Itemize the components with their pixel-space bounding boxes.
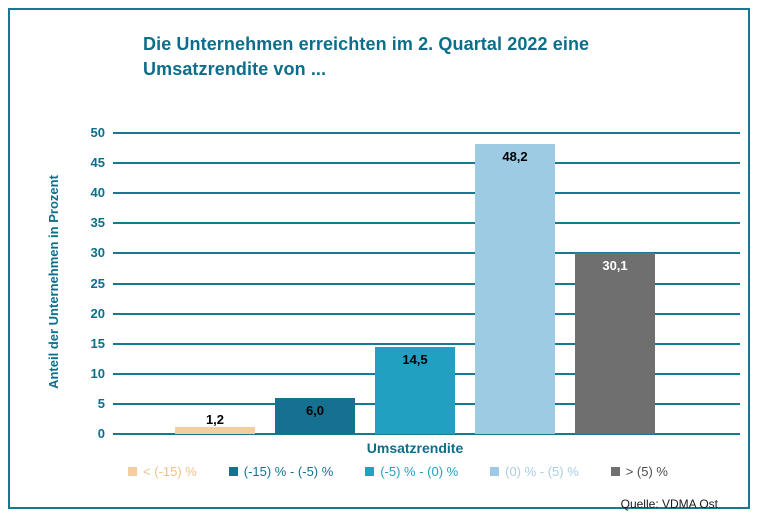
chart-title-line2: Umsatzrendite von ... [143, 59, 327, 79]
legend: < (-15) % (-15) % - (-5) % (-5) % - (0) % (… [128, 464, 668, 479]
legend-swatch-icon [228, 467, 238, 476]
legend-item-label: (0) % - (5) % [505, 464, 579, 479]
legend-swatch-icon [128, 467, 137, 476]
gridline-y30 [113, 252, 740, 255]
legend-item-label: (-15) % - (-5) % [243, 464, 334, 479]
y-tick-label-5: 5 [97, 395, 105, 411]
legend-swatch-icon [490, 467, 500, 476]
source-note: Quelle: VDMA Ost [620, 497, 718, 511]
bar-< (-15) % [175, 426, 255, 434]
gridline-y50 [113, 132, 740, 134]
gridline-y0 [113, 433, 740, 435]
gridline-y35 [113, 222, 740, 225]
y-tick-label-20: 20 [90, 305, 105, 321]
gridline-y45 [113, 162, 740, 165]
bar-value-label: 1,2 [205, 411, 225, 427]
legend-item-label: > (5) % [625, 464, 668, 479]
bar-value-label: 30,1 [602, 257, 628, 273]
y-axis-title: Anteil der Unternehmen in Prozent [46, 175, 61, 389]
gridline-y40 [113, 192, 740, 195]
legend-item-4: > (5) % [610, 464, 668, 479]
bar-value-label: 48,2 [502, 148, 528, 164]
legend-swatch-icon [610, 467, 620, 476]
y-tick-label-10: 10 [90, 365, 105, 381]
y-tick-label-0: 0 [97, 426, 105, 441]
chart-title: Die Unternehmen erreichten im 2. Quartal… [143, 32, 703, 82]
y-tick-label-25: 25 [90, 275, 105, 291]
legend-swatch-icon [365, 467, 375, 476]
legend-item-3: (0) % - (5) % [490, 464, 579, 479]
gridline-y20 [113, 312, 740, 315]
plot-area: 0 5 10 15 20 25 30 35 40 45 50 1,2 6,0 14,5 48,2 30,1 [91, 125, 740, 441]
chart-title-line1: Die Unternehmen erreichten im 2. Quartal… [143, 34, 590, 54]
y-tick-label-45: 45 [90, 155, 105, 171]
bar-(-15) % - (-5) % [275, 397, 355, 434]
y-tick-label-30: 30 [90, 245, 105, 261]
bar-(-5) % - (0) % [375, 346, 455, 434]
gridline-y15 [113, 342, 740, 345]
y-tick-label-40: 40 [90, 185, 105, 201]
x-axis-title: Umsatzrendite [366, 440, 464, 456]
bar-value-label: 6,0 [305, 402, 325, 418]
gridline-y25 [113, 282, 740, 285]
legend-item-label: (-5) % - (0) % [380, 464, 459, 479]
y-tick-label-50: 50 [90, 125, 105, 140]
legend-item-2: (-5) % - (0) % [365, 464, 458, 479]
bar-> (5) % [575, 252, 655, 434]
y-tick-label-35: 35 [90, 215, 105, 231]
bar-value-label: 14,5 [402, 351, 428, 367]
legend-item-label: < (-15) % [143, 464, 197, 479]
y-tick-label-15: 15 [90, 335, 105, 351]
chart-frame: Die Unternehmen erreichten im 2. Quartal… [8, 8, 750, 511]
bar-(0) % - (5) % [475, 143, 555, 434]
legend-item-0: < (-15) % [128, 464, 197, 479]
legend-item-1: (-15) % - (-5) % [228, 464, 334, 479]
